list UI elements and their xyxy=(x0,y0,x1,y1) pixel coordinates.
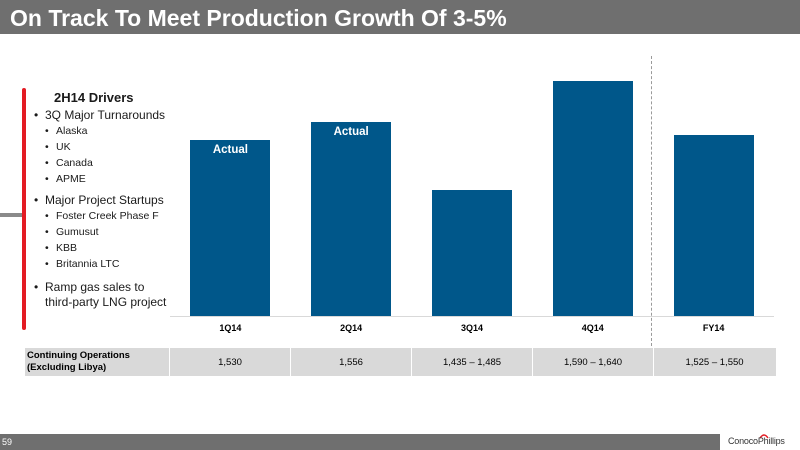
driver-sublist: Alaska UK Canada APME xyxy=(45,123,184,187)
row-label-line2: (Excluding Libya) xyxy=(27,362,107,373)
accent-red-bar xyxy=(22,88,26,330)
driver-item: Ramp gas sales to third-party LNG projec… xyxy=(34,280,184,310)
slide-title: On Track To Meet Production Growth Of 3-… xyxy=(10,5,507,31)
production-table-row: Continuing Operations (Excluding Libya) … xyxy=(25,348,776,376)
conocophillips-logo-mark-icon xyxy=(759,434,769,439)
drivers-list: 3Q Major Turnarounds Alaska UK Canada AP… xyxy=(34,108,184,310)
bar-3q14 xyxy=(432,189,512,316)
table-cell: 1,556 xyxy=(291,348,412,376)
table-cell: 1,525 – 1,550 xyxy=(685,356,744,368)
driver-item: Major Project Startups Foster Creek Phas… xyxy=(34,193,184,272)
drivers-heading: 2H14 Drivers xyxy=(54,90,134,105)
driver-subitem: Canada xyxy=(45,155,184,171)
table-cell: 1,435 – 1,485 xyxy=(412,348,533,376)
bar-data-label: Actual xyxy=(333,126,369,139)
driver-subitem: Britannia LTC xyxy=(45,256,184,272)
company-logo: ConocoPhillips xyxy=(728,436,785,446)
driver-subitem: Alaska xyxy=(45,123,184,139)
bar-data-label: Actual xyxy=(212,144,248,157)
driver-subitem: Gumusut xyxy=(45,224,184,240)
bar-2q14 xyxy=(311,122,392,316)
bar-fy14 xyxy=(673,134,754,316)
x-tick-label: 2Q14 xyxy=(340,323,363,333)
table-cell: 1,590 – 1,640 xyxy=(533,348,654,376)
driver-label: Major Project Startups xyxy=(45,193,164,207)
table-row-label: Continuing Operations (Excluding Libya) xyxy=(25,348,170,376)
bar-1q14 xyxy=(190,140,271,316)
page-number: 59 xyxy=(2,437,13,447)
fy-divider-dashed-line xyxy=(651,56,652,346)
driver-subitem: KBB xyxy=(45,240,184,256)
x-tick-label: 1Q14 xyxy=(219,323,242,333)
title-bar: On Track To Meet Production Growth Of 3-… xyxy=(0,0,800,34)
gray-tick-mark xyxy=(0,213,22,217)
footer-bar xyxy=(0,434,720,450)
table-cell: 1,530 xyxy=(170,348,291,376)
driver-subitem: Foster Creek Phase F xyxy=(45,208,184,224)
bar-4q14 xyxy=(552,80,633,316)
driver-item: 3Q Major Turnarounds Alaska UK Canada AP… xyxy=(34,108,184,187)
row-label-line1: Continuing Operations xyxy=(27,350,130,361)
drivers-panel: 2H14 Drivers 3Q Major Turnarounds Alaska… xyxy=(34,90,184,310)
driver-label: Ramp gas sales to third-party LNG projec… xyxy=(45,280,167,309)
driver-subitem: UK xyxy=(45,139,184,155)
driver-label: 3Q Major Turnarounds xyxy=(45,108,166,122)
driver-subitem: APME xyxy=(45,171,184,187)
x-axis-line xyxy=(170,316,774,317)
x-tick-label: 3Q14 xyxy=(460,323,484,333)
x-tick-label: FY14 xyxy=(702,323,725,333)
x-tick-label: 4Q14 xyxy=(581,323,604,333)
driver-sublist: Foster Creek Phase F Gumusut KBB Britann… xyxy=(45,208,184,272)
